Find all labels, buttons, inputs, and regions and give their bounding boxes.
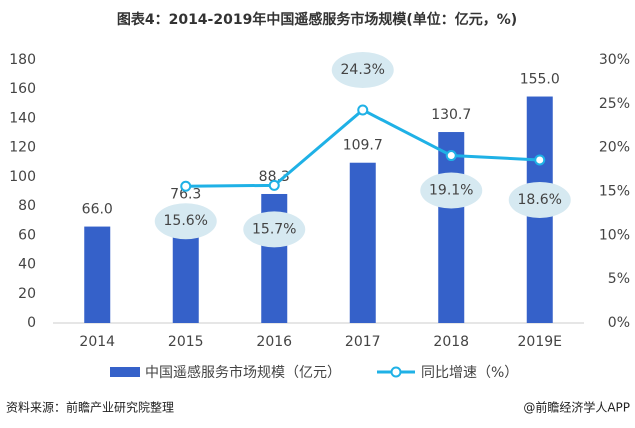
label-bubble (243, 211, 306, 248)
bar-value-label: 66.0 (82, 202, 113, 218)
bar-value-label: 88.3 (259, 169, 290, 185)
y-tick-label: 160 (9, 81, 36, 97)
x-tick-label: 2018 (433, 334, 469, 350)
y-tick-label: 0 (27, 315, 36, 331)
bar-value-label: 76.3 (170, 187, 201, 203)
y-tick-label: 20 (18, 286, 36, 302)
bar-value-label: 155.0 (520, 72, 560, 88)
line-point (268, 179, 280, 191)
x-tick-label: 2019E (518, 334, 562, 350)
y-tick-label: 100 (9, 169, 36, 185)
line-point (180, 180, 192, 192)
bar (349, 162, 376, 323)
x-tick-label: 2014 (79, 334, 115, 350)
bar (84, 226, 111, 323)
y2-tick-label: 25% (599, 96, 630, 112)
x-tick-label: 2017 (345, 334, 381, 350)
line-value-label: 18.6% (518, 192, 562, 208)
line-value-label: 19.1% (429, 183, 473, 199)
chart-title: 图表4：2014-2019年中国遥感服务市场规模(单位：亿元，%) (117, 11, 517, 28)
line-value-label: 24.3% (341, 62, 385, 78)
label-bubble (331, 51, 394, 88)
y2-tick-label: 5% (608, 271, 630, 287)
legend-swatch (110, 367, 140, 377)
line-point (534, 154, 546, 166)
source: 资料来源：前瞻产业研究院整理 (6, 400, 174, 415)
legend-marker (390, 366, 402, 378)
y-tick-label: 120 (9, 140, 36, 156)
line-value-label: 15.6% (164, 213, 208, 229)
label-bubble (508, 181, 571, 218)
bar (438, 132, 465, 323)
legend-label: 同比增速（%） (421, 365, 518, 381)
line-point (445, 150, 457, 162)
y2-tick-label: 15% (599, 184, 630, 200)
y2-tick-label: 20% (599, 140, 630, 156)
y2-tick-label: 0% (608, 315, 630, 331)
y-tick-label: 80 (18, 198, 36, 214)
y-tick-label: 140 (9, 110, 36, 126)
x-tick-label: 2016 (256, 334, 292, 350)
bar-value-label: 130.7 (431, 107, 471, 123)
y-tick-label: 40 (18, 257, 36, 273)
bar-value-label: 109.7 (343, 138, 383, 154)
line-value-label: 15.7% (252, 221, 296, 237)
y2-tick-label: 10% (599, 227, 630, 243)
legend-label: 中国遥感服务市场规模（亿元） (145, 364, 341, 381)
y-tick-label: 60 (18, 227, 36, 243)
label-bubble (420, 172, 483, 209)
credit: @前瞻经济学人APP (523, 400, 630, 415)
y2-tick-label: 30% (599, 52, 630, 68)
line-point (357, 104, 369, 116)
x-tick-label: 2015 (168, 334, 204, 350)
y-tick-label: 180 (9, 52, 36, 68)
label-bubble (154, 203, 217, 240)
